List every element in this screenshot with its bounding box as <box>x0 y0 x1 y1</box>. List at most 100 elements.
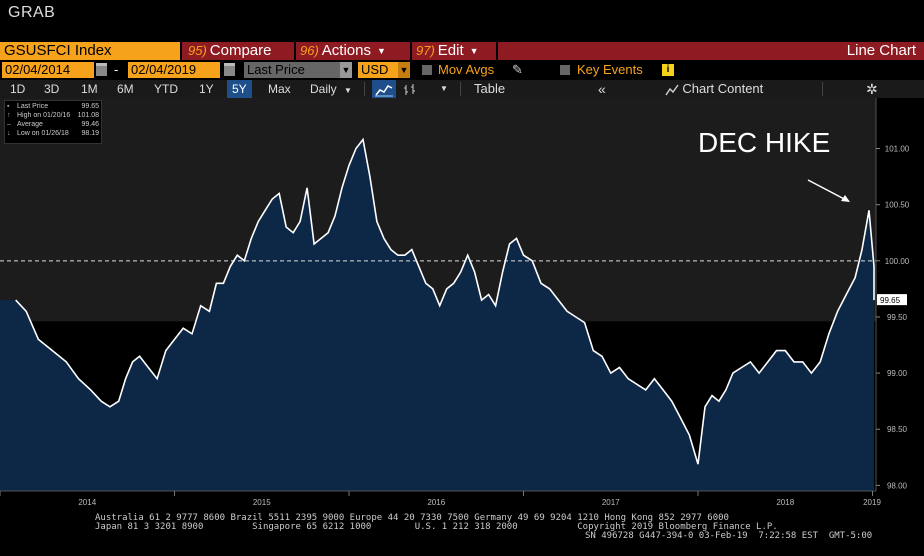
x-tick-label: 2015 <box>253 498 271 507</box>
x-tick-label: 2018 <box>776 498 794 507</box>
timeframe-ytd[interactable]: YTD <box>154 82 178 96</box>
chart-content-icon <box>665 84 679 96</box>
line-chart-icon[interactable] <box>372 80 396 98</box>
currency-select[interactable]: USD ▼ <box>358 62 410 78</box>
collapse-left-icon[interactable]: « <box>598 81 606 97</box>
timeframe-1d[interactable]: 1D <box>10 82 26 96</box>
calendar-icon[interactable] <box>96 63 107 76</box>
actions-label: Actions <box>321 42 371 59</box>
chevron-down-icon: ▼ <box>398 62 410 78</box>
key-events-label[interactable]: Key Events <box>577 62 643 77</box>
footer-contacts-1: Australia 61 2 9777 8600 Brazil 5511 239… <box>95 513 729 523</box>
key-events-checkbox[interactable] <box>560 65 570 75</box>
legend-average: – Average 99.46 <box>7 121 99 128</box>
timeframe-6m[interactable]: 6M <box>117 82 134 96</box>
edit-shortcut: 97) <box>416 43 435 58</box>
actions-shortcut: 96) <box>300 43 319 58</box>
chevron-down-icon: ▼ <box>469 46 479 57</box>
last-value-box <box>877 294 907 306</box>
chart-upper-band <box>0 98 876 322</box>
toolbar-separator <box>410 42 412 60</box>
y-tick-label: 99.50 <box>887 313 908 322</box>
legend-high: ↑ High on 01/20/16 101.08 <box>7 112 99 119</box>
legend-low: ↓ Low on 01/26/18 98.19 <box>7 130 99 137</box>
chart-content-button[interactable]: Chart Content <box>665 80 763 98</box>
actions-button[interactable]: 96) Actions ▼ <box>300 42 386 60</box>
timeframe-1y[interactable]: 1Y <box>199 82 214 96</box>
y-tick-label: 100.00 <box>885 257 910 266</box>
up-arrow-icon: ↑ <box>7 112 11 119</box>
currency-value: USD <box>361 62 389 77</box>
chevron-down-icon: ▼ <box>377 46 386 57</box>
y-axis: 101.00 100.50 100.00 99.50 99.00 98.50 98.00 <box>876 145 910 490</box>
dec-hike-annotation: DEC HIKE <box>698 127 830 158</box>
dash-icon: – <box>7 121 11 128</box>
start-date-input[interactable]: 02/04/2014 <box>2 62 94 78</box>
timeframe-3d[interactable]: 3D <box>44 82 60 96</box>
legend-value: 99.46 <box>81 121 99 128</box>
info-icon[interactable]: i <box>662 64 674 76</box>
command-bar <box>0 42 924 60</box>
compare-button[interactable]: 95) Compare <box>188 42 272 60</box>
legend-last-price: ▪ Last Price 99.65 <box>7 103 99 110</box>
edit-label: Edit <box>437 42 464 59</box>
field-select[interactable]: Last Price ▼ <box>244 62 352 78</box>
periodicity-select[interactable]: Daily ▼ <box>310 80 352 98</box>
last-value-marker: 99.65 <box>877 294 907 306</box>
field-select-value: Last Price <box>247 62 305 77</box>
price-line <box>15 137 875 465</box>
timeframe-1m[interactable]: 1M <box>81 82 98 96</box>
end-date-input[interactable]: 02/04/2019 <box>128 62 220 78</box>
price-chart[interactable]: 101.00 100.50 100.00 99.50 99.00 98.50 98.00 2… <box>0 98 924 511</box>
edit-button[interactable]: 97) Edit ▼ <box>416 42 479 60</box>
x-tick-label: 2014 <box>78 498 96 507</box>
pencil-icon[interactable]: ✎ <box>512 62 523 77</box>
gear-icon[interactable]: ✲ <box>866 81 878 97</box>
price-area <box>0 139 874 491</box>
legend-label: High on 01/20/16 <box>17 112 71 119</box>
x-tick-label: 2016 <box>427 498 445 507</box>
compare-label: Compare <box>209 42 272 59</box>
legend-label: Last Price <box>17 103 49 110</box>
down-arrow-icon: ↓ <box>7 130 11 137</box>
chart-content-label: Chart Content <box>682 81 764 96</box>
footer-session: SN 496728 G447-394-0 03-Feb-19 7:22:58 E… <box>585 531 873 541</box>
ticker-field[interactable]: GSUSFCI Index <box>0 42 180 60</box>
legend-label: Average <box>17 121 43 128</box>
calendar-icon[interactable] <box>224 63 235 76</box>
chart-type-label[interactable]: Line Chart <box>846 42 916 59</box>
legend-value: 101.08 <box>77 112 99 119</box>
x-tick-label: 2019 <box>863 498 881 507</box>
annotation-arrow <box>807 179 850 202</box>
date-range-dash: - <box>114 62 119 77</box>
toolbar-separator <box>294 42 296 60</box>
footer: Australia 61 2 9777 8600 Brazil 5511 239… <box>0 511 924 556</box>
y-tick-label: 98.00 <box>887 481 908 490</box>
footer-contacts-2: Japan 81 3 3201 8900 Singapore 65 6212 1… <box>95 522 778 532</box>
window-title: GRAB <box>8 4 56 21</box>
mov-avgs-checkbox[interactable] <box>422 65 432 75</box>
chevron-down-icon[interactable]: ▼ <box>440 84 448 93</box>
chevron-down-icon: ▼ <box>344 86 352 95</box>
compare-shortcut: 95) <box>188 43 207 58</box>
last-value-label: 99.65 <box>880 296 901 305</box>
chart-legend: ▪ Last Price 99.65 ↑ High on 01/20/16 101.08… <box>4 100 102 144</box>
y-tick-label: 98.50 <box>887 425 908 434</box>
legend-value: 99.65 <box>81 103 99 110</box>
x-tick-label: 2017 <box>602 498 620 507</box>
mov-avgs-label[interactable]: Mov Avgs <box>438 62 495 77</box>
timeframe-max[interactable]: Max <box>268 82 291 96</box>
y-tick-label: 99.00 <box>887 369 908 378</box>
y-tick-label: 100.50 <box>885 201 910 210</box>
timeframe-5y[interactable]: 5Y <box>227 80 252 98</box>
periodicity-value: Daily <box>310 82 337 96</box>
toolbar-separator <box>496 42 498 60</box>
legend-label: Low on 01/26/18 <box>17 130 69 137</box>
toolbar-separator <box>180 42 182 60</box>
table-button[interactable]: Table <box>474 81 506 96</box>
square-icon: ▪ <box>7 103 10 110</box>
toolbar-separator <box>460 82 461 96</box>
bar-chart-icon[interactable] <box>403 80 417 98</box>
y-tick-label: 101.00 <box>885 145 910 154</box>
toolbar-separator <box>364 82 365 96</box>
